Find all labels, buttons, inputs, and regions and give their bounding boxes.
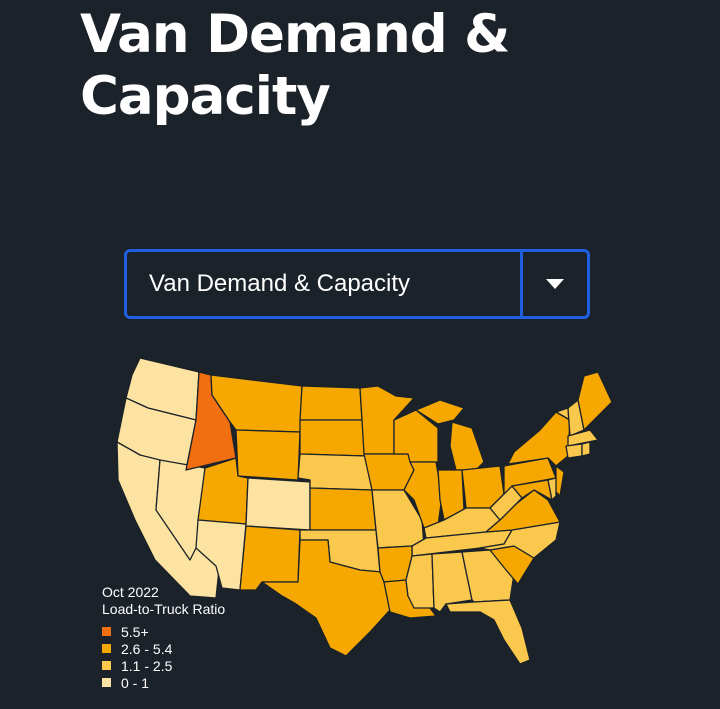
state-michigan-upper[interactable] [415,399,465,425]
map-legend: Oct 2022 Load-to-Truck Ratio 5.5+ 2.6 - … [102,584,225,691]
state-new-mexico[interactable] [239,525,301,591]
legend-label: 5.5+ [121,623,149,640]
legend-period: Oct 2022 [102,584,159,600]
title-line-2: Capacity [80,66,331,127]
dropdown-divider [520,252,523,316]
legend-swatch [102,644,111,653]
state-new-york[interactable] [507,411,571,467]
state-mississippi[interactable] [405,553,435,609]
state-michigan[interactable] [449,421,485,471]
state-rhode-island[interactable] [581,441,591,457]
legend-item-5-5-plus: 5.5+ [102,623,225,640]
state-kansas[interactable] [309,487,377,531]
state-texas[interactable] [261,539,391,657]
state-maine[interactable] [577,371,613,431]
legend-label: 2.6 - 5.4 [121,640,173,657]
state-maryland[interactable] [511,479,553,501]
legend-swatch [102,678,111,687]
state-colorado[interactable] [245,477,311,531]
legend-item-0-1: 0 - 1 [102,674,225,691]
legend-metric: Load-to-Truck Ratio [102,601,226,617]
dropdown-toggle-button[interactable] [523,252,587,316]
state-south-dakota[interactable] [299,419,367,457]
state-florida[interactable] [445,599,531,665]
map-type-dropdown[interactable]: Van Demand & Capacity [124,249,590,319]
state-north-dakota[interactable] [299,385,363,421]
state-massachusetts[interactable] [567,429,599,447]
legend-label: 1.1 - 2.5 [121,657,173,674]
page-title: Van Demand & Capacity [80,4,680,128]
legend-label: 0 - 1 [121,674,150,691]
us-choropleth-map [116,357,613,665]
state-delaware[interactable] [547,477,557,501]
dropdown-selected-value: Van Demand & Capacity [149,270,411,297]
legend-item-2-6-5-4: 2.6 - 5.4 [102,640,225,657]
caret-down-icon [546,279,564,289]
legend-swatch [102,627,111,636]
legend-item-1-1-2-5: 1.1 - 2.5 [102,657,225,674]
legend-swatch [102,661,111,670]
title-line-1: Van Demand & [80,4,510,65]
state-wyoming[interactable] [235,429,301,481]
state-connecticut[interactable] [565,443,583,459]
